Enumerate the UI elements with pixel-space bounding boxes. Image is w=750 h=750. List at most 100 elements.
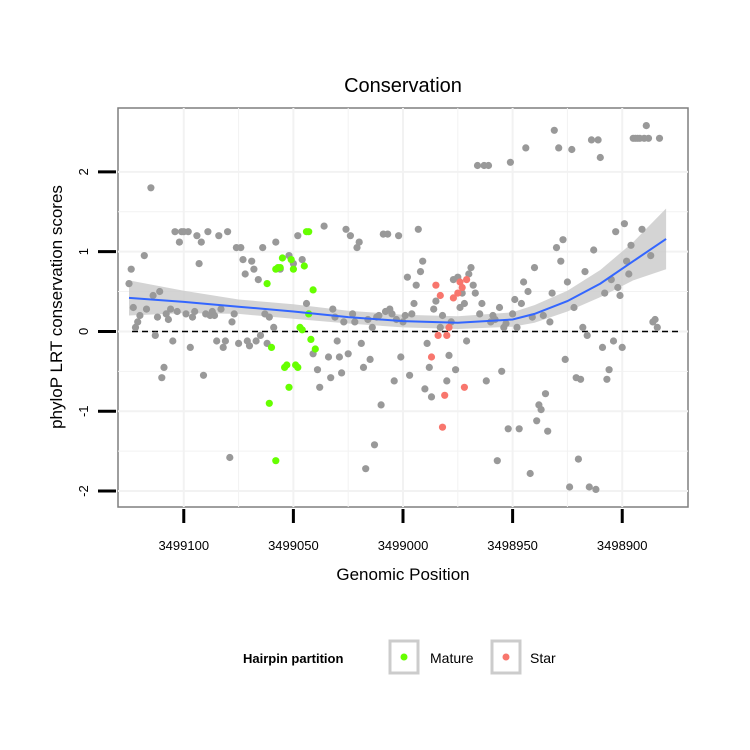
data-point-other xyxy=(533,417,541,425)
data-point-other xyxy=(445,351,453,359)
data-point-other xyxy=(366,355,374,363)
data-point-mature xyxy=(311,345,319,353)
data-point-other xyxy=(647,252,655,260)
data-point-other xyxy=(147,184,155,192)
data-point-other xyxy=(191,307,199,316)
data-point-other xyxy=(353,244,361,252)
data-point-other xyxy=(476,310,484,318)
data-point-star xyxy=(463,276,471,284)
data-point-other xyxy=(546,318,554,326)
data-point-other xyxy=(188,313,197,321)
data-point-other xyxy=(213,337,221,345)
data-point-other xyxy=(618,343,626,351)
x-tick-label: 3499050 xyxy=(268,538,319,553)
data-point-other xyxy=(495,303,504,312)
data-point-other xyxy=(256,331,265,339)
data-point-other xyxy=(338,369,346,377)
data-point-other xyxy=(388,310,396,318)
data-point-other xyxy=(182,310,190,318)
legend-marker-mature xyxy=(400,653,408,661)
data-point-other xyxy=(327,374,335,382)
data-point-star xyxy=(443,331,451,339)
data-point-other xyxy=(127,265,135,273)
data-point-other xyxy=(574,455,583,463)
data-point-other xyxy=(478,299,486,308)
data-point-other xyxy=(427,393,436,401)
data-point-other xyxy=(199,371,208,379)
data-point-other xyxy=(169,337,177,345)
series-other xyxy=(125,122,664,493)
data-point-other xyxy=(644,134,653,142)
axes: 3499100 3499050 3499000 3498950 3498900 -2 -1 0… xyxy=(76,168,648,553)
data-point-other xyxy=(508,310,517,318)
data-point-other xyxy=(465,270,473,278)
data-point-other xyxy=(467,264,475,272)
smooth-line xyxy=(128,238,667,324)
data-point-other xyxy=(655,134,664,142)
data-point-other xyxy=(559,236,567,244)
data-point-other xyxy=(149,291,157,300)
series-star xyxy=(427,276,471,431)
data-point-other xyxy=(175,238,183,246)
data-point-star xyxy=(434,331,442,339)
chart-title: Conservation xyxy=(344,75,462,97)
data-point-other xyxy=(375,311,383,320)
data-point-star xyxy=(438,423,447,431)
data-point-star xyxy=(436,291,444,300)
data-point-other xyxy=(587,136,596,144)
data-point-other xyxy=(609,337,618,345)
y-tick-label: 2 xyxy=(76,168,91,175)
data-point-other xyxy=(134,318,142,326)
data-point-other xyxy=(344,350,352,358)
data-point-other xyxy=(259,244,267,252)
data-point-other xyxy=(254,276,262,284)
data-point-other xyxy=(642,122,650,130)
data-point-other xyxy=(498,367,506,375)
data-point-other xyxy=(581,268,589,276)
data-point-other xyxy=(471,289,479,297)
data-point-other xyxy=(162,310,170,318)
data-point-other xyxy=(270,323,278,331)
data-point-other xyxy=(585,483,593,491)
data-point-other xyxy=(506,158,514,166)
data-point-other xyxy=(555,144,563,152)
data-point-other xyxy=(612,228,620,236)
data-point-other xyxy=(221,337,229,345)
data-point-other xyxy=(184,228,192,236)
data-point-other xyxy=(357,339,365,347)
data-point-other xyxy=(566,483,574,491)
data-point-other xyxy=(511,295,519,304)
data-point-other xyxy=(153,313,162,321)
data-point-other xyxy=(432,297,440,305)
data-point-other xyxy=(526,469,534,478)
data-point-other xyxy=(504,425,512,433)
data-point-mature xyxy=(267,343,276,351)
data-point-star xyxy=(458,283,466,292)
data-point-other xyxy=(397,353,405,361)
data-point-other xyxy=(623,257,631,265)
data-point-other xyxy=(544,427,552,435)
data-point-mature xyxy=(300,262,308,270)
data-point-other xyxy=(272,238,280,246)
data-point-other xyxy=(217,305,225,313)
data-point-other xyxy=(638,225,646,233)
data-point-other xyxy=(131,323,140,331)
data-point-other xyxy=(302,299,311,308)
data-point-other xyxy=(561,355,569,363)
data-point-other xyxy=(164,315,172,324)
data-point-other xyxy=(482,377,490,385)
data-point-other xyxy=(653,323,661,331)
data-point-other xyxy=(226,453,234,462)
data-point-other xyxy=(329,305,337,313)
data-point-other xyxy=(228,318,236,326)
data-point-other xyxy=(230,310,238,318)
data-point-other xyxy=(193,232,201,240)
data-point-other xyxy=(346,232,354,240)
data-point-other xyxy=(596,153,604,162)
y-axis-title: phyloP LRT conservation scores xyxy=(47,185,66,429)
data-point-other xyxy=(349,310,357,318)
data-point-other xyxy=(390,377,398,385)
data-point-mature xyxy=(294,363,302,371)
data-point-other xyxy=(557,257,565,265)
data-point-other xyxy=(583,331,591,339)
